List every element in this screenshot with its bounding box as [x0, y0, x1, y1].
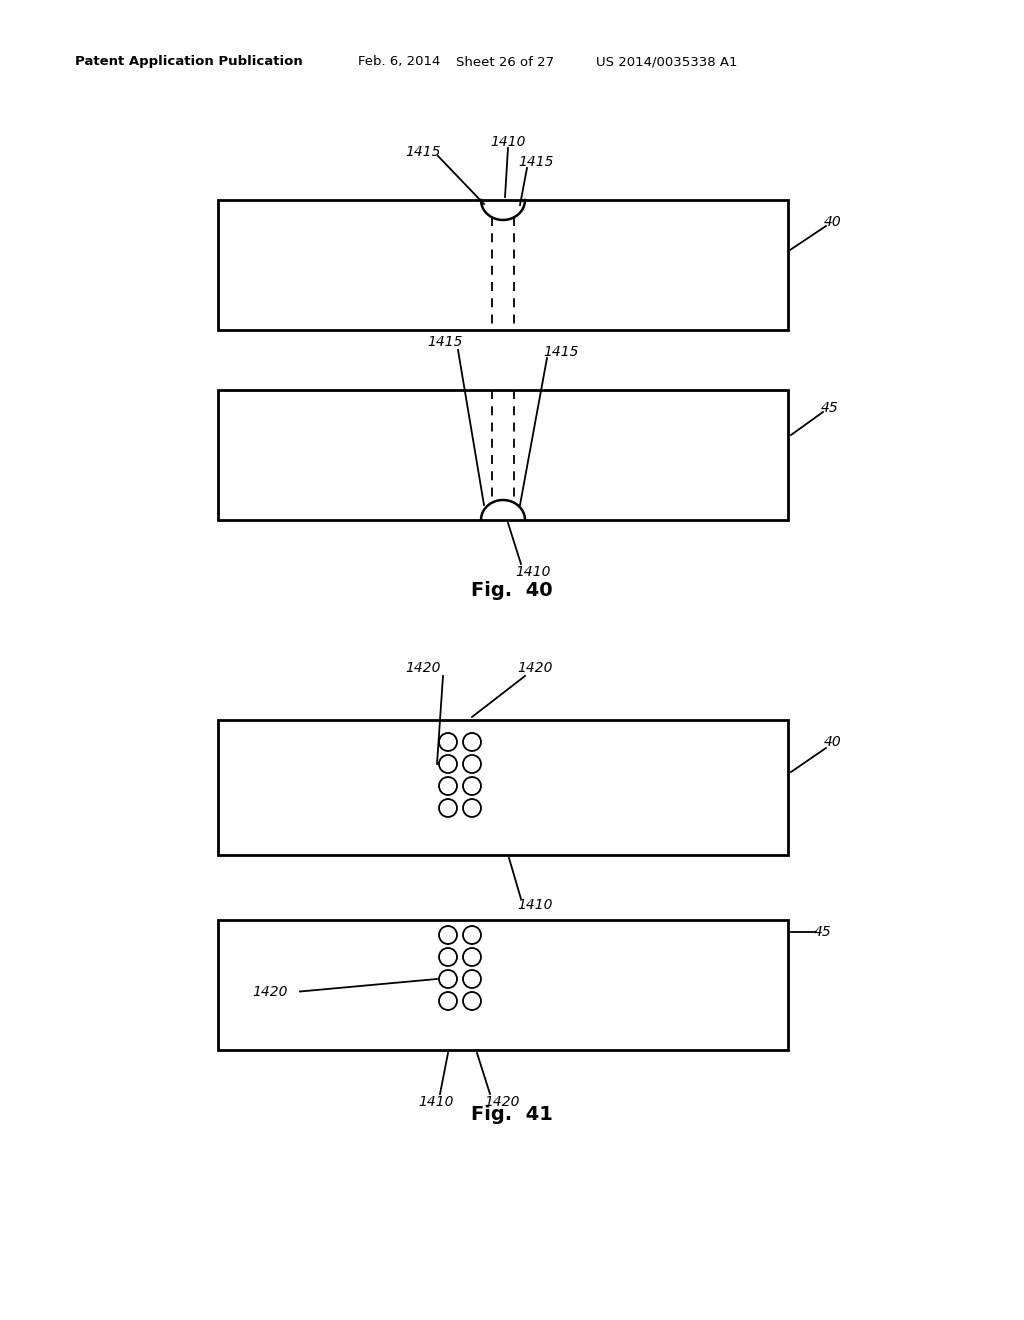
Text: 1420: 1420 [517, 661, 553, 675]
Circle shape [439, 733, 457, 751]
Text: 1410: 1410 [418, 1096, 454, 1109]
Circle shape [463, 948, 481, 966]
Text: 1415: 1415 [544, 345, 579, 359]
Text: 1410: 1410 [517, 898, 553, 912]
Circle shape [439, 970, 457, 987]
Text: Feb. 6, 2014: Feb. 6, 2014 [358, 55, 440, 69]
Bar [218, 719, 788, 855]
Bar [218, 389, 788, 520]
Text: 1410: 1410 [490, 135, 525, 149]
Circle shape [463, 777, 481, 795]
Text: 1420: 1420 [252, 985, 288, 998]
Text: Fig.  41: Fig. 41 [471, 1106, 553, 1125]
Circle shape [439, 777, 457, 795]
Text: Patent Application Publication: Patent Application Publication [75, 55, 303, 69]
Text: 1420: 1420 [484, 1096, 520, 1109]
Text: Sheet 26 of 27: Sheet 26 of 27 [456, 55, 554, 69]
Circle shape [439, 799, 457, 817]
Text: 45: 45 [821, 401, 839, 414]
Text: 1415: 1415 [427, 335, 463, 348]
Circle shape [463, 799, 481, 817]
Bar [218, 201, 788, 330]
Bar [218, 920, 788, 1049]
Text: Fig.  40: Fig. 40 [471, 581, 553, 599]
Circle shape [439, 948, 457, 966]
Text: 1415: 1415 [406, 145, 440, 158]
Circle shape [463, 927, 481, 944]
Text: 1420: 1420 [406, 661, 440, 675]
Circle shape [439, 755, 457, 774]
Text: 40: 40 [824, 735, 842, 748]
Text: US 2014/0035338 A1: US 2014/0035338 A1 [596, 55, 737, 69]
Circle shape [463, 733, 481, 751]
Circle shape [439, 993, 457, 1010]
Circle shape [463, 993, 481, 1010]
Circle shape [463, 755, 481, 774]
Text: 1410: 1410 [515, 565, 551, 579]
Text: 45: 45 [814, 925, 831, 939]
Text: 1415: 1415 [518, 154, 554, 169]
Circle shape [463, 970, 481, 987]
Circle shape [439, 927, 457, 944]
Text: 40: 40 [824, 215, 842, 228]
